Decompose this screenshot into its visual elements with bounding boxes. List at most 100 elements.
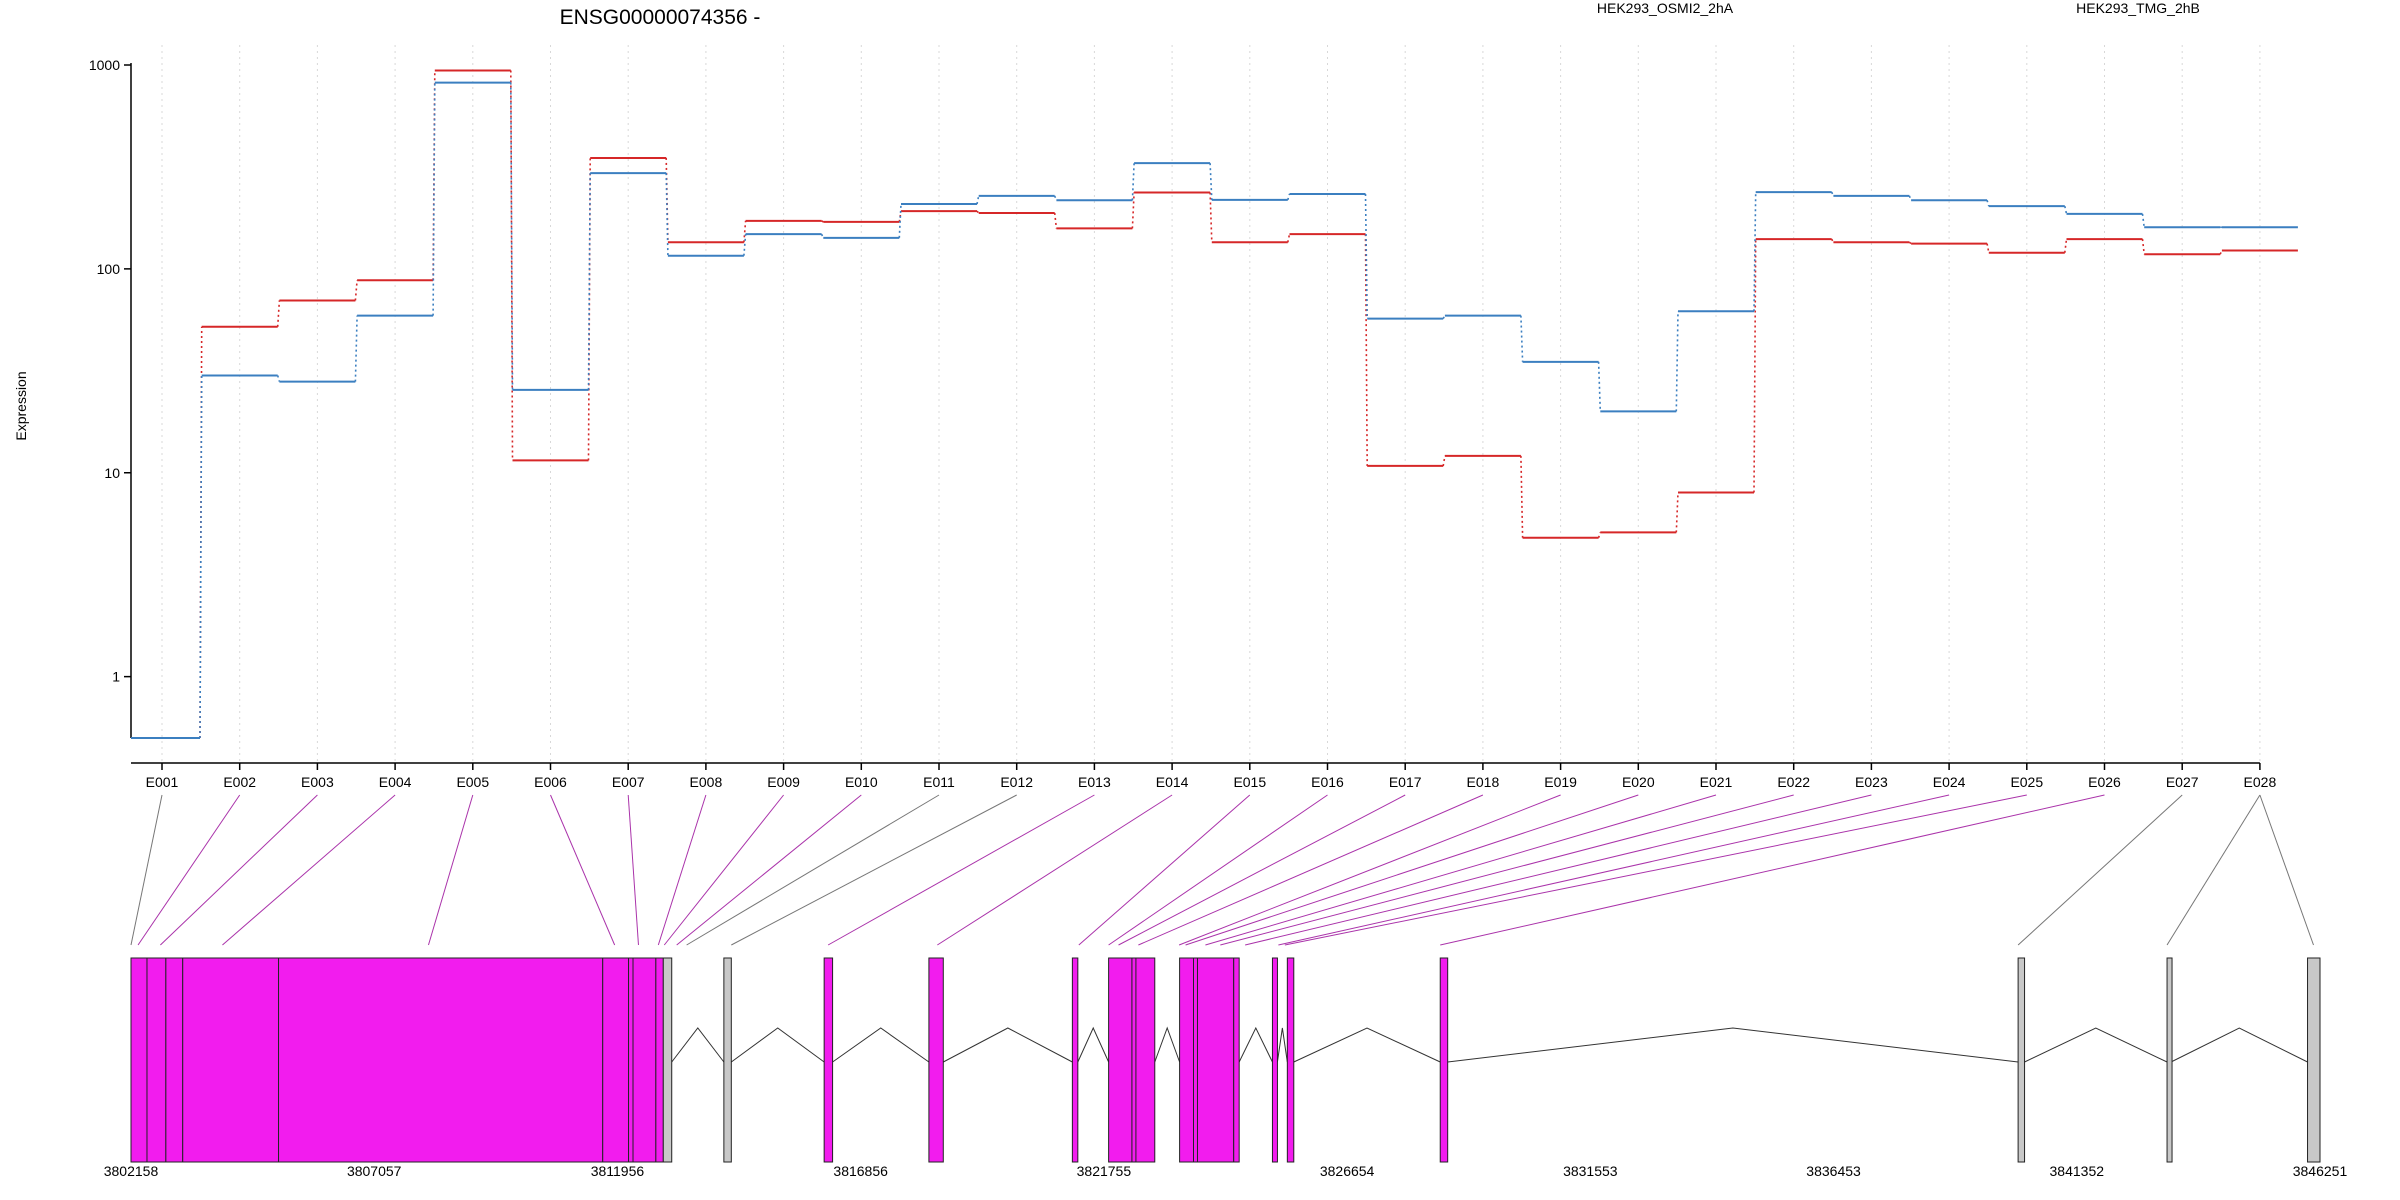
exon-box-e006 <box>602 957 630 1163</box>
x-tick-label-e008: E008 <box>690 774 723 790</box>
exon-box-e027 <box>2307 957 2321 1163</box>
series-connector <box>1442 455 1446 467</box>
series-connector <box>276 300 281 327</box>
series-connector <box>1287 233 1291 243</box>
x-tick-label-e016: E016 <box>1311 774 1344 790</box>
exon-connector <box>550 794 616 946</box>
x-tick-label-e007: E007 <box>612 774 645 790</box>
exon-connector <box>137 794 241 946</box>
exon-connector <box>2166 794 2261 946</box>
exon-connector <box>427 794 474 946</box>
genomic-coordinate-label: 3831553 <box>1563 1163 1618 1179</box>
x-tick-label-e027: E027 <box>2166 774 2199 790</box>
intron-line <box>1077 1026 1110 1063</box>
series-connector <box>2064 238 2068 253</box>
legend-entry-series-2: HEK293_TMG_2hB <box>2076 0 2200 16</box>
exon-connector <box>1205 794 1717 946</box>
axes: 1 10 100 1000 E001 E002 E003 E004 E005 E006 E007 E0… <box>89 57 2277 790</box>
x-tick-label-e012: E012 <box>1000 774 1033 790</box>
exon-connector <box>160 794 318 946</box>
series-connector <box>354 315 358 382</box>
x-tick-label-e005: E005 <box>456 774 489 790</box>
x-tick-label-e021: E021 <box>1700 774 1733 790</box>
series-connector <box>510 82 514 390</box>
series-connector <box>1753 239 1757 493</box>
exon-box-e013 <box>928 957 944 1163</box>
exon-box-e024 <box>1439 957 1449 1163</box>
series-lines <box>131 69 2298 739</box>
series-connector <box>2141 238 2145 255</box>
intron-line <box>2024 1027 2168 1063</box>
series-connector <box>1131 192 1135 229</box>
series-connector <box>1131 163 1135 201</box>
y-tick-label: 100 <box>97 261 121 277</box>
exon-box-e020 <box>1196 957 1235 1163</box>
series-connector <box>1597 532 1602 538</box>
exon-connector <box>2017 794 2183 946</box>
exon-box-e005 <box>278 957 604 1163</box>
series-connector <box>1053 195 1058 201</box>
y-axis-label: Expression <box>13 371 29 440</box>
exon-box-e001 <box>130 957 148 1163</box>
exon-connector <box>130 794 163 946</box>
series-connector <box>1520 315 1524 362</box>
genomic-coordinate-label: 3846251 <box>2293 1163 2348 1179</box>
x-tick-label-e026: E026 <box>2088 774 2121 790</box>
series-connector <box>1830 191 1835 197</box>
exon-box-e010 <box>662 957 673 1163</box>
x-tick-label-e003: E003 <box>301 774 334 790</box>
exon-connector <box>1178 794 1561 946</box>
exon-box-e023 <box>1286 957 1295 1163</box>
exon-connector <box>657 794 707 946</box>
series-connector <box>1986 243 1990 253</box>
intron-line <box>943 1027 1073 1063</box>
legend-entry-series-1: HEK293_OSMI2_2hA <box>1597 0 1734 16</box>
series-connector <box>1364 193 1368 319</box>
exon-box-e004 <box>182 957 280 1163</box>
x-tick-label-e009: E009 <box>767 774 800 790</box>
series-connector <box>821 220 824 223</box>
x-tick-label-e017: E017 <box>1389 774 1422 790</box>
exon-connector <box>731 794 1017 946</box>
y-tick-label: 1000 <box>89 57 120 73</box>
x-tick-label-e023: E023 <box>1855 774 1888 790</box>
x-tick-label-e001: E001 <box>146 774 179 790</box>
intron-line <box>1276 1027 1288 1063</box>
exon-connector <box>663 794 784 946</box>
series-connector <box>2141 213 2145 228</box>
series-connector <box>2064 206 2068 215</box>
x-tick-label-e002: E002 <box>223 774 256 790</box>
series-connector <box>1209 163 1213 200</box>
exon-box-e025 <box>2017 957 2026 1163</box>
exon-connector <box>627 794 639 946</box>
series-connector <box>1830 238 1835 243</box>
exon-connector <box>222 794 396 946</box>
series-connector <box>1986 200 1990 207</box>
x-tick-label-e018: E018 <box>1467 774 1500 790</box>
exon-box-e018 <box>1179 957 1195 1163</box>
series-connector <box>2219 250 2223 255</box>
exon-connector <box>1440 794 2105 946</box>
intron-line <box>1238 1026 1273 1063</box>
intron-line <box>832 1027 930 1063</box>
exon-box-e009 <box>655 957 664 1163</box>
series-connector <box>276 375 281 382</box>
exon-connector <box>1278 794 1950 946</box>
exon-box-e011 <box>723 957 732 1163</box>
x-tick-label-e010: E010 <box>845 774 878 790</box>
exon-box-e003 <box>165 957 184 1163</box>
x-tick-label-e004: E004 <box>379 774 412 790</box>
series-connector <box>1364 234 1368 466</box>
exon-connector <box>686 794 940 946</box>
intron-line <box>731 1027 825 1063</box>
series-connector <box>976 195 980 205</box>
x-tick-label-e013: E013 <box>1078 774 1111 790</box>
exon-connector <box>1284 794 2027 946</box>
x-tick-label-e006: E006 <box>534 774 567 790</box>
x-tick-label-e014: E014 <box>1156 774 1189 790</box>
gene-model: 3802158 3807057 3811956 3816856 3821755 38266… <box>104 957 2348 1179</box>
series-connector <box>354 280 358 301</box>
series-connector <box>1209 192 1213 243</box>
exon-connectors <box>130 794 2314 946</box>
